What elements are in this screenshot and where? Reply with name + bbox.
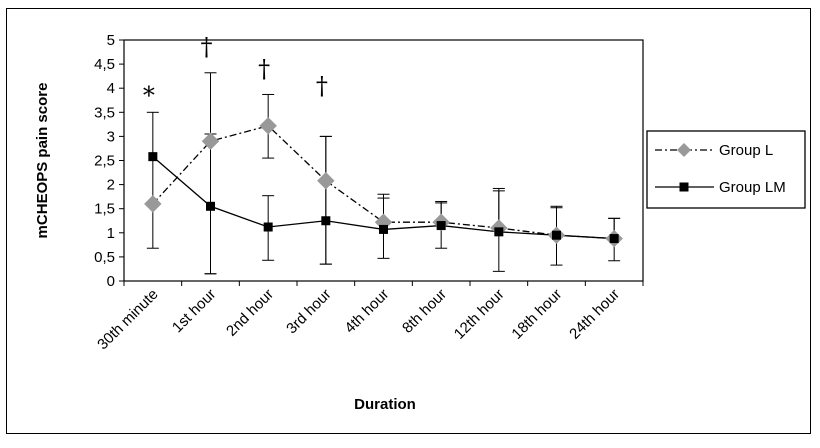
data-point-group-lm xyxy=(552,230,561,240)
x-tick-label: 18th hour xyxy=(508,286,565,343)
y-axis: 0 0,5 1 1,5 2 2,5 3 3,5 4 4,5 5 xyxy=(94,32,124,290)
significance-marker: * xyxy=(143,81,155,109)
y-tick-label: 3,5 xyxy=(94,104,115,121)
error-bars xyxy=(146,72,621,275)
data-point-group-l xyxy=(259,117,277,135)
y-tick-label: 4 xyxy=(107,80,115,97)
data-point-group-l xyxy=(144,195,162,213)
x-tick-label: 12th hour xyxy=(451,286,508,343)
significance-marker: † xyxy=(201,33,213,61)
y-tick-label: 0 xyxy=(107,273,115,290)
legend-box xyxy=(646,130,806,209)
y-tick-label: 5 xyxy=(107,32,115,49)
x-tick-label: 3rd hour xyxy=(283,286,335,338)
x-tick-label: 24th hour xyxy=(566,286,623,343)
y-tick-label: 2,5 xyxy=(94,153,115,170)
series-points xyxy=(144,117,623,248)
significance-marker: † xyxy=(258,55,270,83)
legend-label-group-lm: Group LM xyxy=(719,179,786,196)
y-tick-label: 1 xyxy=(107,225,115,242)
y-axis-title: mCHEOPS pain score xyxy=(34,83,51,239)
data-point-group-lm xyxy=(609,234,619,244)
legend-marker-group-lm xyxy=(679,182,689,192)
y-tick-label: 1,5 xyxy=(94,201,115,218)
data-point-group-lm xyxy=(379,224,388,234)
data-point-group-lm xyxy=(494,227,504,237)
data-point-group-lm xyxy=(148,152,158,162)
y-tick-label: 4,5 xyxy=(94,56,115,73)
legend-label-group-l: Group L xyxy=(719,142,773,159)
significance-marker: † xyxy=(316,72,328,100)
y-tick-label: 2 xyxy=(107,177,115,194)
x-axis-title: Duration xyxy=(354,396,416,413)
data-point-group-lm xyxy=(206,201,215,211)
x-tick-label: 30th minute xyxy=(94,286,161,353)
x-axis: 30th minute 1st hour 2nd hour 3rd hour 4th h… xyxy=(94,281,644,353)
x-tick-label: 2nd hour xyxy=(223,286,277,340)
data-point-group-lm xyxy=(263,222,273,232)
legend-marker-group-l xyxy=(677,143,691,157)
legend: Group L Group LM xyxy=(646,130,806,209)
chart-frame xyxy=(6,8,811,434)
data-point-group-l xyxy=(201,132,220,150)
data-point-group-lm xyxy=(436,221,446,231)
y-tick-label: 0,5 xyxy=(94,249,115,266)
y-tick-label: 3 xyxy=(107,128,115,145)
x-tick-label: 1st hour xyxy=(169,286,219,336)
annotations: * † † † xyxy=(143,33,328,109)
data-point-group-l xyxy=(317,172,335,190)
x-tick-label: 4th hour xyxy=(341,286,392,337)
x-tick-label: 8th hour xyxy=(399,286,450,337)
data-point-group-lm xyxy=(321,216,331,226)
